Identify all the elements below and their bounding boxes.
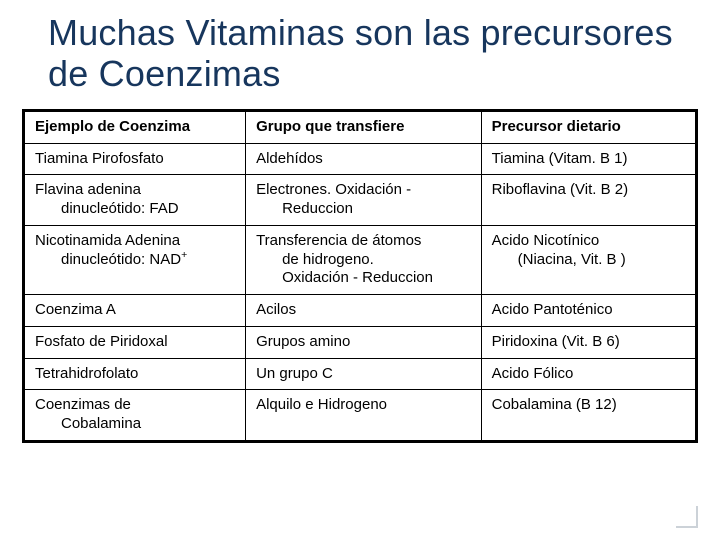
corner-decoration-icon	[676, 506, 698, 528]
cell-precursor: Cobalamina (B 12)	[481, 390, 696, 442]
cell-text: Piridoxina (Vit. B 6)	[492, 333, 687, 352]
col-header-precursor: Precursor dietario	[481, 110, 696, 143]
cell-text: Acido Nicotínico	[492, 232, 687, 251]
slide: Muchas Vitaminas son las precursores de …	[0, 0, 720, 540]
table-container: Ejemplo de Coenzima Grupo que transfiere…	[22, 109, 698, 522]
cell-text: Riboflavina (Vit. B 2)	[492, 181, 687, 200]
cell-text: Coenzimas de	[35, 396, 237, 415]
cell-precursor: Piridoxina (Vit. B 6)	[481, 326, 696, 358]
cell-text: Tiamina (Vitam. B 1)	[492, 150, 687, 169]
cell-grupo: Electrones. Oxidación -Reduccion	[246, 175, 482, 226]
cell-text-indent: (Niacina, Vit. B )	[492, 251, 687, 270]
cell-text-indent: dinucleótido: FAD	[35, 200, 237, 219]
cell-coenzima: Flavina adeninadinucleótido: FAD	[24, 175, 246, 226]
table-row: Coenzima A Acilos Acido Pantoténico	[24, 295, 697, 327]
cell-text: Un grupo C	[256, 365, 473, 384]
table-row: Flavina adeninadinucleótido: FADElectron…	[24, 175, 697, 226]
cell-coenzima: Coenzima A	[24, 295, 246, 327]
slide-title: Muchas Vitaminas son las precursores de …	[48, 12, 698, 95]
cell-text: Nicotinamida Adenina	[35, 232, 237, 251]
coenzyme-table: Ejemplo de Coenzima Grupo que transfiere…	[22, 109, 698, 443]
cell-text: Acido Fólico	[492, 365, 687, 384]
cell-grupo: Transferencia de átomosde hidrogeno.Oxid…	[246, 225, 482, 294]
cell-text: Electrones. Oxidación -	[256, 181, 473, 200]
cell-text: Alquilo e Hidrogeno	[256, 396, 473, 415]
col-header-coenzima: Ejemplo de Coenzima	[24, 110, 246, 143]
cell-grupo: Aldehídos	[246, 143, 482, 175]
cell-precursor: Tiamina (Vitam. B 1)	[481, 143, 696, 175]
cell-text: Tiamina Pirofosfato	[35, 150, 237, 169]
cell-text: Acilos	[256, 301, 473, 320]
table-row: Tetrahidrofolato Un grupo C Acido Fólico	[24, 358, 697, 390]
table-row: Nicotinamida Adeninadinucleótido: NAD+Tr…	[24, 225, 697, 294]
cell-grupo: Acilos	[246, 295, 482, 327]
cell-text-indent: dinucleótido: NAD+	[35, 251, 237, 270]
cell-precursor: Acido Fólico	[481, 358, 696, 390]
cell-grupo: Grupos amino	[246, 326, 482, 358]
cell-grupo: Un grupo C	[246, 358, 482, 390]
cell-grupo: Alquilo e Hidrogeno	[246, 390, 482, 442]
cell-text: Tetrahidrofolato	[35, 365, 237, 384]
superscript: +	[181, 249, 187, 261]
col-header-grupo: Grupo que transfiere	[246, 110, 482, 143]
cell-text-indent: de hidrogeno.	[256, 251, 473, 270]
cell-text: Cobalamina (B 12)	[492, 396, 687, 415]
cell-text: Aldehídos	[256, 150, 473, 169]
cell-text: Acido Pantoténico	[492, 301, 687, 320]
table-body: Tiamina Pirofosfato Aldehídos Tiamina (Vit…	[24, 143, 697, 441]
cell-coenzima: Tiamina Pirofosfato	[24, 143, 246, 175]
cell-text: Grupos amino	[256, 333, 473, 352]
cell-text: Flavina adenina	[35, 181, 237, 200]
cell-text-indent: Oxidación - Reduccion	[256, 269, 473, 288]
cell-precursor: Riboflavina (Vit. B 2)	[481, 175, 696, 226]
cell-coenzima: Fosfato de Piridoxal	[24, 326, 246, 358]
table-row: Coenzimas deCobalamina Alquilo e Hidrogen…	[24, 390, 697, 442]
cell-precursor: Acido Nicotínico(Niacina, Vit. B )	[481, 225, 696, 294]
cell-coenzima: Nicotinamida Adeninadinucleótido: NAD+	[24, 225, 246, 294]
cell-text: Transferencia de átomos	[256, 232, 473, 251]
table-row: Tiamina Pirofosfato Aldehídos Tiamina (Vit…	[24, 143, 697, 175]
cell-precursor: Acido Pantoténico	[481, 295, 696, 327]
cell-coenzima: Coenzimas deCobalamina	[24, 390, 246, 442]
cell-text: Coenzima A	[35, 301, 237, 320]
table-header-row: Ejemplo de Coenzima Grupo que transfiere…	[24, 110, 697, 143]
cell-text: Fosfato de Piridoxal	[35, 333, 237, 352]
cell-coenzima: Tetrahidrofolato	[24, 358, 246, 390]
cell-text-indent: Reduccion	[256, 200, 473, 219]
table-row: Fosfato de Piridoxal Grupos amino Piridoxi…	[24, 326, 697, 358]
cell-text-indent: Cobalamina	[35, 415, 237, 434]
